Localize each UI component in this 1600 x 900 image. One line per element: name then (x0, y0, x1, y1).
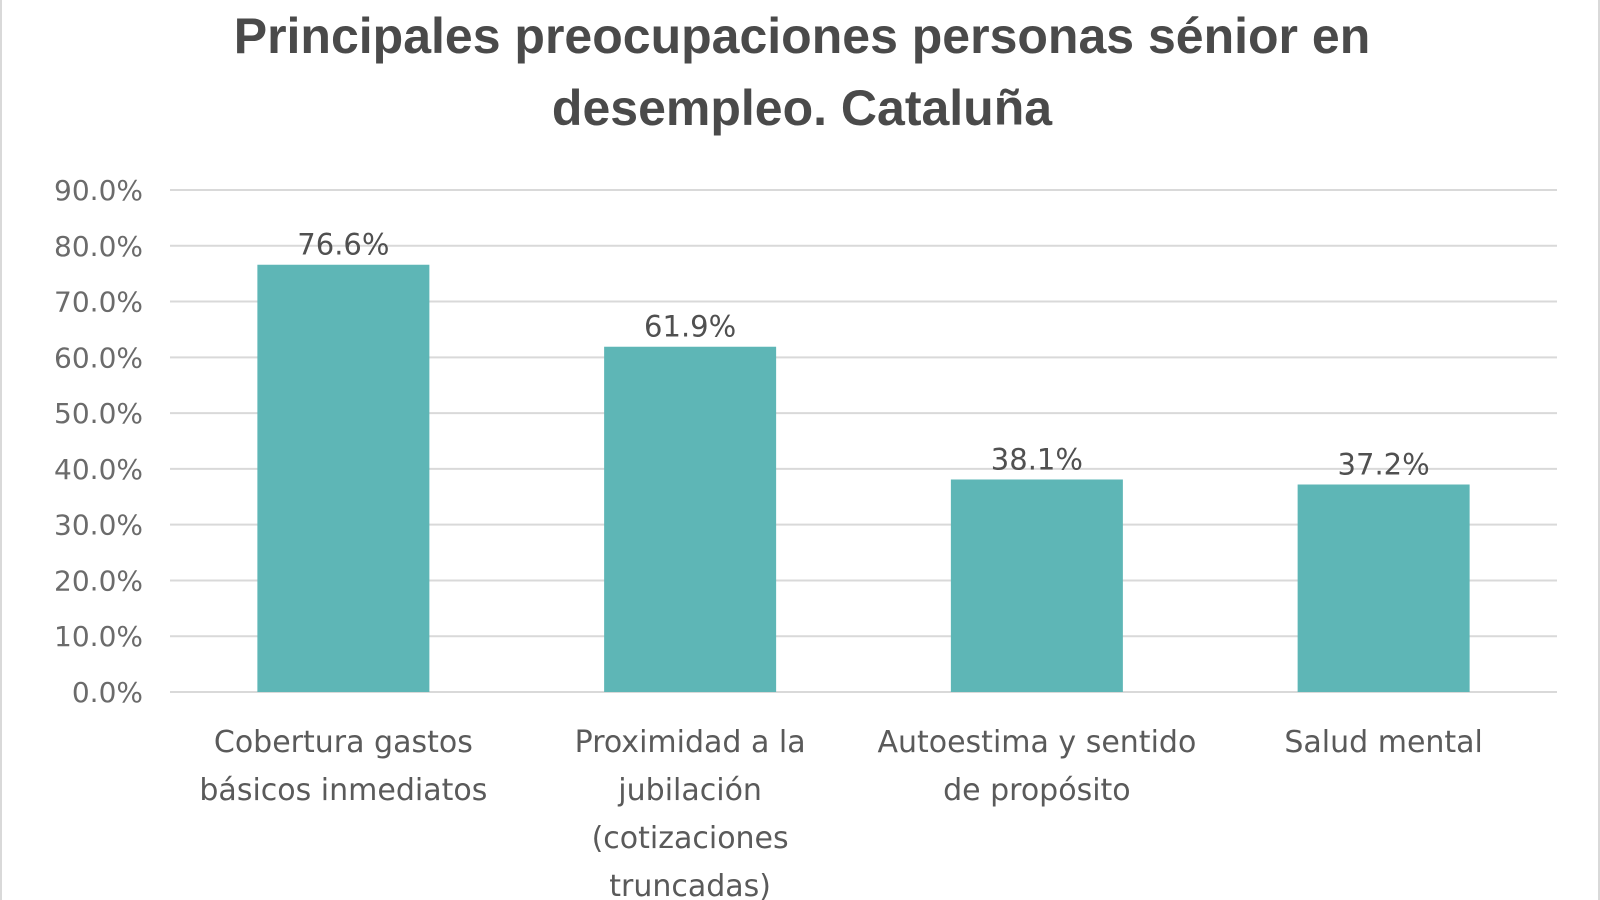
y-tick-label: 10.0% (54, 620, 143, 653)
y-tick-label: 70.0% (54, 286, 143, 319)
data-label: 76.6% (297, 228, 389, 262)
category-label: de propósito (943, 773, 1131, 808)
category-label: básicos inmediatos (199, 773, 487, 808)
y-tick-label: 0.0% (72, 676, 143, 709)
bar (257, 264, 430, 692)
bar (1297, 484, 1470, 692)
category-label: truncadas) (609, 869, 771, 900)
category-label: jubilación (617, 773, 762, 808)
y-tick-label: 20.0% (54, 564, 143, 597)
category-label: Salud mental (1284, 725, 1483, 760)
y-tick-label: 60.0% (54, 341, 143, 374)
chart-title-line-2: desempleo. Cataluña (551, 80, 1053, 136)
data-label: 37.2% (1338, 448, 1430, 482)
category-label: Cobertura gastos (214, 725, 473, 760)
y-tick-label: 40.0% (54, 453, 143, 486)
chart-title-line-1: Principales preocupaciones personas séni… (233, 8, 1371, 64)
category-label: Autoestima y sentido (877, 725, 1196, 760)
bar (604, 346, 777, 692)
category-label: Proximidad a la (575, 725, 806, 760)
data-label: 61.9% (644, 310, 736, 344)
y-tick-label: 90.0% (54, 174, 143, 207)
category-label: (cotizaciones (592, 821, 789, 856)
chart-title: Principales preocupaciones personas séni… (102, 0, 1502, 144)
bar (950, 479, 1123, 692)
y-tick-label: 50.0% (54, 397, 143, 430)
data-label: 38.1% (991, 442, 1083, 476)
y-tick-label: 80.0% (54, 230, 143, 263)
y-tick-label: 30.0% (54, 509, 143, 542)
